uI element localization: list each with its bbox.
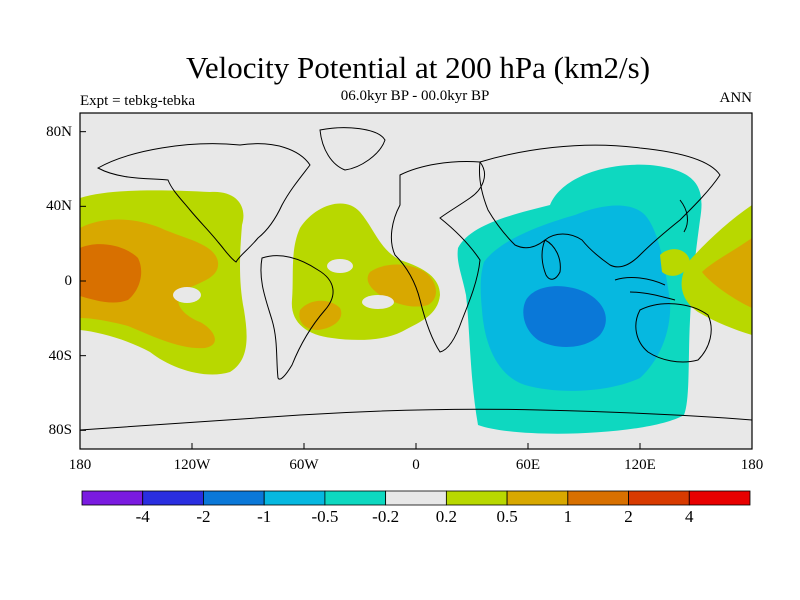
colorbar-label: -0.5 bbox=[311, 507, 339, 526]
coast-north-america bbox=[96, 143, 311, 263]
lon-tick-label: 180 bbox=[68, 457, 92, 473]
colorbar-swatch bbox=[445, 490, 508, 506]
map-subtitle: 06.0kyr BP - 00.0kyr BP bbox=[340, 88, 490, 104]
lat-tick-label: 40S bbox=[48, 347, 72, 364]
colorbar-label: 1 bbox=[563, 507, 573, 526]
coastlines bbox=[80, 127, 752, 431]
lon-tick-label: 180 bbox=[740, 457, 764, 473]
contour-hole-sa bbox=[327, 259, 353, 273]
colorbar-swatch bbox=[324, 490, 387, 506]
coast-india bbox=[541, 239, 561, 280]
experiment-label: Expt = tebkg-tebka bbox=[80, 93, 196, 109]
colorbar-label: -1 bbox=[257, 507, 272, 526]
colorbar-label: -0.2 bbox=[372, 507, 400, 526]
colorbar-label: 0.2 bbox=[435, 507, 457, 526]
lat-tick-label: 40N bbox=[46, 198, 72, 215]
colorbar-label: -2 bbox=[196, 507, 211, 526]
lon-tick-label: 60W bbox=[289, 457, 319, 473]
contour-blue bbox=[523, 286, 606, 347]
contour-orange-west-pacific bbox=[702, 238, 752, 308]
colorbar-label: 0.5 bbox=[496, 507, 518, 526]
lat-tick-label: 80N bbox=[46, 123, 72, 140]
colorbar-swatch bbox=[567, 490, 629, 506]
axis-ticks bbox=[79, 131, 753, 449]
colorbar-label: 2 bbox=[624, 507, 633, 526]
colorbar-swatch bbox=[688, 490, 751, 506]
lat-tick-label: 0 bbox=[64, 273, 73, 289]
coast-europe-africa bbox=[390, 161, 485, 353]
map-title: Velocity Potential at 200 hPa (km2/s) bbox=[185, 50, 651, 85]
coast-australia bbox=[635, 303, 712, 363]
contour-fields bbox=[80, 164, 752, 434]
lon-tick-label: 60E bbox=[515, 457, 541, 473]
contour-dark-orange-pacific bbox=[80, 244, 142, 303]
lon-tick-label: 120W bbox=[173, 457, 211, 473]
contour-hole-pacific bbox=[173, 287, 201, 303]
lon-tick-label: 0 bbox=[412, 457, 420, 473]
colorbar bbox=[81, 490, 751, 506]
contour-green-asia bbox=[660, 249, 690, 276]
coast-asia bbox=[479, 144, 721, 268]
colorbar-swatch bbox=[506, 490, 569, 506]
lat-tick-label: 80S bbox=[48, 422, 72, 439]
coast-greenland bbox=[319, 127, 386, 171]
colorbar-swatch bbox=[203, 490, 265, 506]
period-label: ANN bbox=[719, 90, 753, 106]
coast-antarctica bbox=[80, 408, 752, 431]
colorbar-swatch bbox=[142, 490, 204, 506]
colorbar-swatch bbox=[81, 490, 144, 506]
colorbar-label: -4 bbox=[135, 507, 150, 526]
coast-south-america bbox=[260, 255, 334, 380]
colorbar-label: 4 bbox=[685, 507, 694, 526]
colorbar-swatch bbox=[628, 490, 690, 506]
colorbar-swatch bbox=[385, 490, 447, 506]
contour-hole-central-america bbox=[242, 228, 278, 248]
coast-japan bbox=[679, 199, 688, 233]
colorbar-swatch bbox=[263, 490, 326, 506]
contour-hole-atlantic bbox=[362, 295, 394, 309]
lon-tick-label: 120E bbox=[624, 457, 656, 473]
coast-indonesia bbox=[614, 277, 676, 301]
